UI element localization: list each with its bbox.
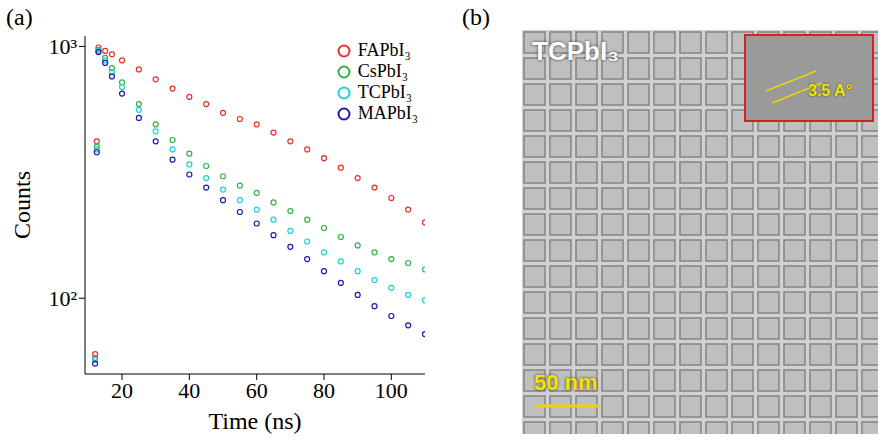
html-text:50 nm: 50 nm: [534, 370, 598, 395]
html-text:3.5 A°: 3.5 A°: [808, 82, 852, 99]
svg-text:Time (ns): Time (ns): [208, 408, 301, 434]
html-text:FAPbI₃: FAPbI₃: [357, 40, 411, 60]
svg-text:20: 20: [111, 378, 133, 403]
svg-text:10²: 10²: [48, 286, 77, 311]
svg-text:40: 40: [178, 378, 200, 403]
svg-text:80: 80: [313, 378, 335, 403]
html-text:TCPbI₃: TCPbI₃: [532, 36, 620, 66]
html-text:(b): (b): [462, 4, 490, 30]
html-text:CsPbI₃: CsPbI₃: [357, 61, 408, 81]
svg-text:10³: 10³: [48, 34, 77, 59]
svg-text:60: 60: [246, 378, 268, 403]
svg-text:100: 100: [375, 378, 408, 403]
html-text:MAPbI₃: MAPbI₃: [357, 103, 418, 123]
html-text:(a): (a): [6, 4, 33, 30]
html-text:TCPbI₃: TCPbI₃: [357, 82, 412, 102]
html-text:Counts: Counts: [8, 171, 35, 239]
